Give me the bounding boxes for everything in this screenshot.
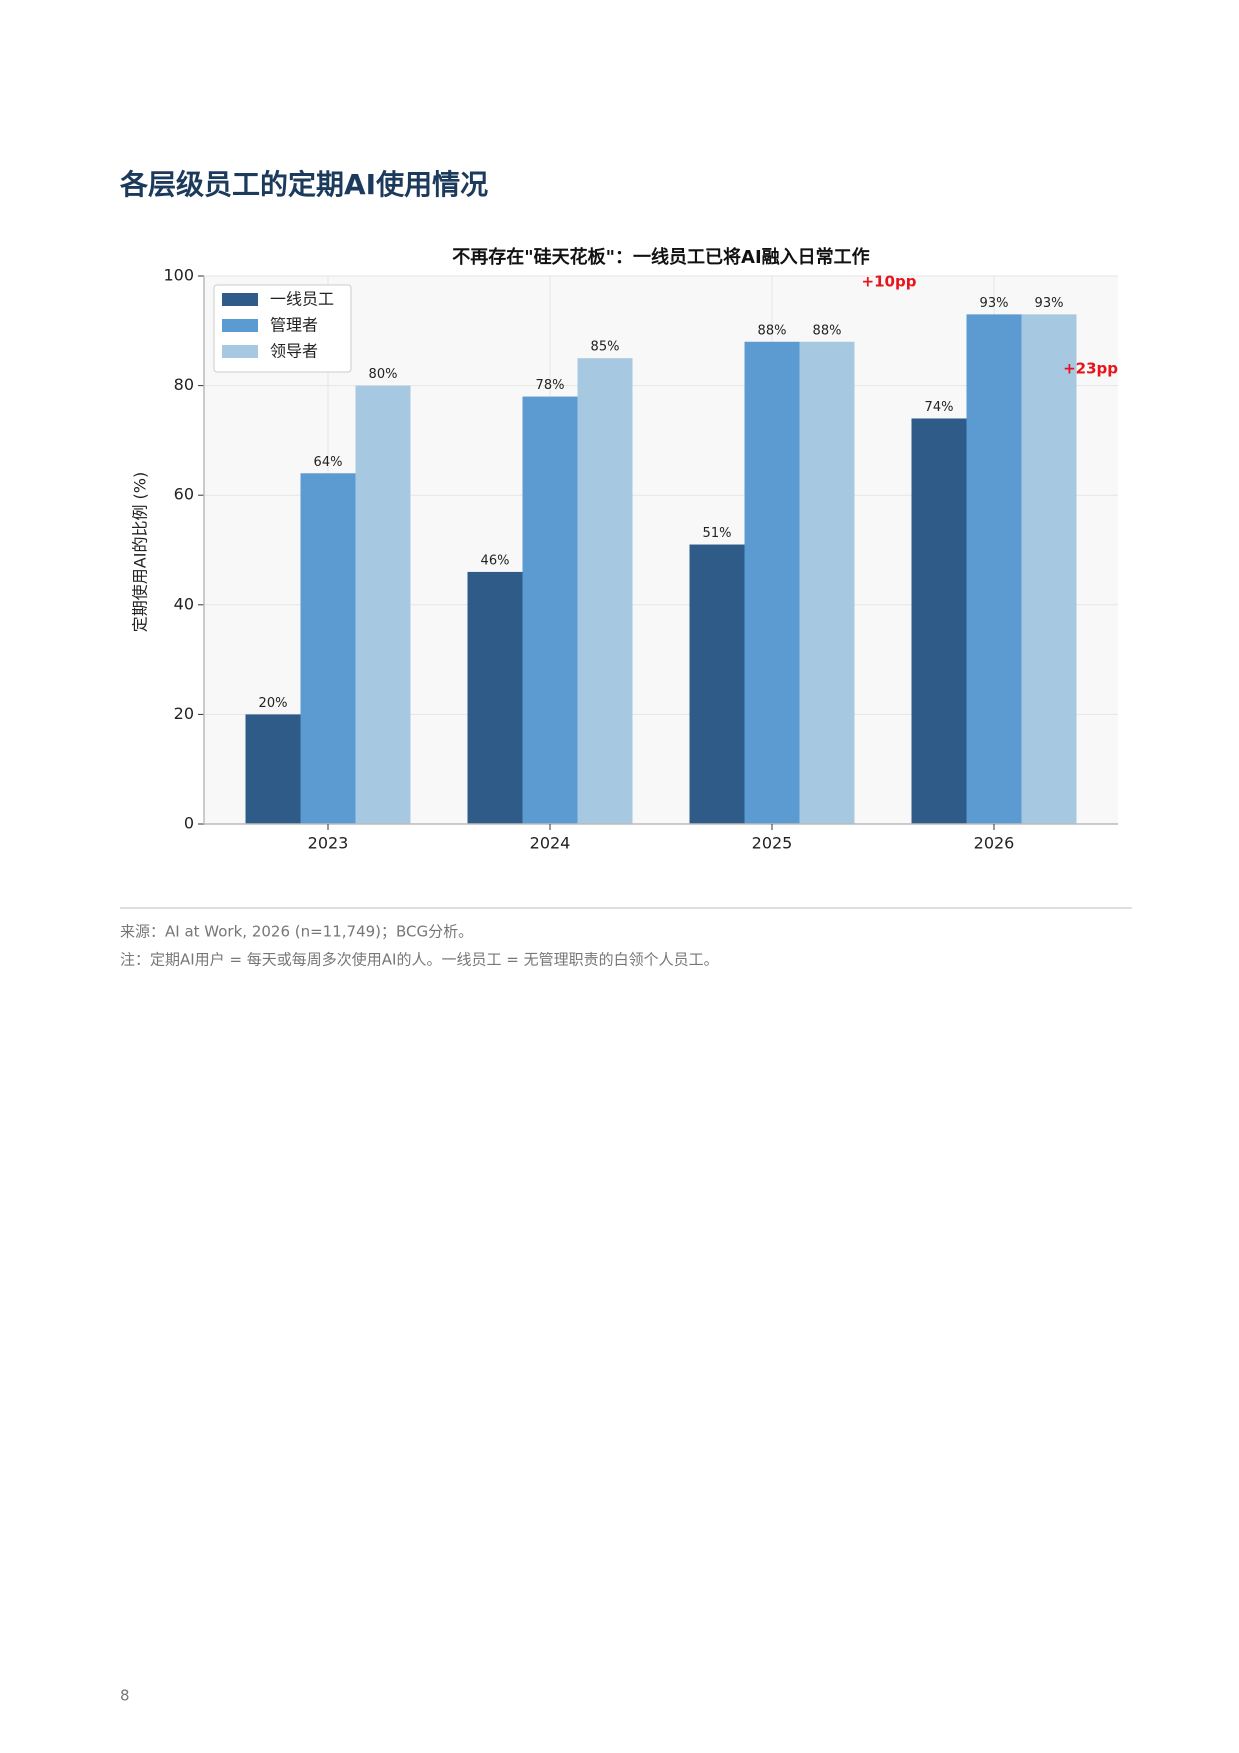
page-number: 8 — [120, 1687, 130, 1705]
x-tick-label: 2024 — [530, 834, 571, 853]
legend-label: 领导者 — [270, 342, 318, 361]
y-tick-label: 80 — [174, 375, 194, 394]
bar — [1021, 314, 1077, 824]
value-label: 93% — [1035, 296, 1064, 311]
legend-label: 管理者 — [270, 316, 318, 335]
y-tick-label: 20 — [174, 704, 194, 723]
value-label: 93% — [980, 296, 1009, 311]
value-label: 88% — [758, 323, 787, 338]
bar — [744, 341, 800, 824]
bar — [911, 418, 967, 824]
value-label: 85% — [591, 340, 620, 355]
source: 来源：AI at Work, 2026 (n=11,749)；BCG分析。 — [120, 923, 473, 941]
bar — [245, 714, 301, 824]
bar — [689, 544, 745, 824]
y-axis-label: 定期使用AI的比例 (%) — [131, 472, 150, 632]
legend-label: 一线员工 — [270, 290, 334, 309]
bar — [966, 314, 1022, 824]
value-label: 80% — [369, 367, 398, 382]
value-label: 64% — [314, 455, 343, 470]
bar — [355, 385, 411, 824]
legend-swatch — [222, 293, 258, 306]
y-tick-label: 100 — [163, 266, 194, 285]
value-label: 20% — [259, 696, 288, 711]
x-tick-label: 2025 — [752, 834, 793, 853]
value-label: 78% — [536, 378, 565, 393]
value-label: 74% — [925, 400, 954, 415]
value-label: 46% — [481, 553, 510, 568]
y-tick-label: 0 — [184, 814, 194, 833]
bar — [467, 571, 523, 824]
bar — [300, 473, 356, 824]
annotation: +23pp — [1063, 360, 1118, 378]
value-label: 51% — [703, 526, 732, 541]
x-tick-label: 2026 — [974, 834, 1015, 853]
heading: 各层级员工的定期AI使用情况 — [119, 168, 488, 201]
x-tick-label: 2023 — [308, 834, 349, 853]
bar — [577, 358, 633, 824]
chart-title: 不再存在"硅天花板"：一线员工已将AI融入日常工作 — [452, 246, 869, 268]
note: 注：定期AI用户 = 每天或每周多次使用AI的人。一线员工 = 无管理职责的白领… — [120, 951, 719, 969]
annotation: +10pp — [862, 273, 917, 291]
legend-swatch — [222, 319, 258, 332]
bar — [799, 341, 855, 824]
y-tick-label: 60 — [174, 485, 194, 504]
legend-swatch — [222, 345, 258, 358]
bar — [522, 396, 578, 824]
y-tick-label: 40 — [174, 594, 194, 613]
value-label: 88% — [813, 323, 842, 338]
